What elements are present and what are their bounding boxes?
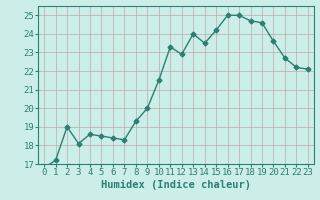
X-axis label: Humidex (Indice chaleur): Humidex (Indice chaleur) bbox=[101, 180, 251, 190]
